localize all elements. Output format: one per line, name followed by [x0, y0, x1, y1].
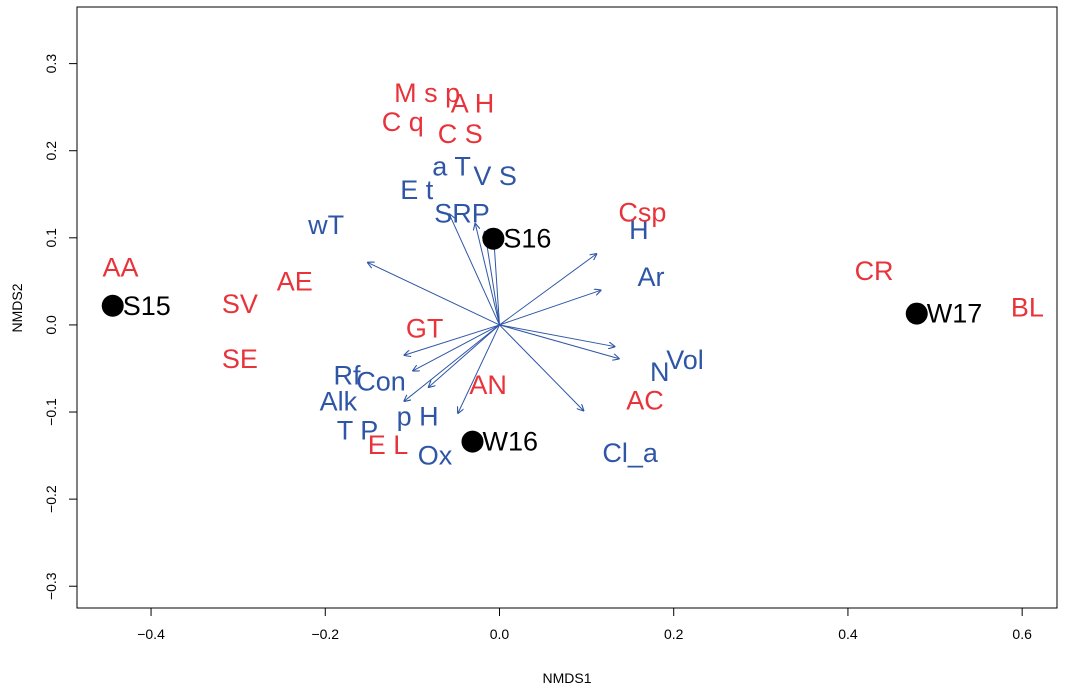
y-tick-label: 0.0	[43, 315, 59, 335]
species-label: GT	[406, 313, 444, 343]
env-variable-label: p H	[397, 401, 439, 431]
env-variable-label: Ar	[638, 262, 665, 292]
env-variable-label: SRP	[434, 198, 490, 228]
species-label: C S	[438, 119, 483, 149]
species-label: CR	[855, 256, 894, 286]
env-vector-arrow	[412, 324, 500, 371]
y-axis: −0.3 −0.2 −0.1 0.0 0.1 0.2 0.3	[43, 54, 77, 600]
env-vector-arrow	[404, 324, 500, 355]
y-axis-title: NMDS2	[9, 283, 25, 332]
species-label: C q	[382, 107, 424, 137]
env-variable-label: wT	[307, 210, 344, 240]
env-vector-arrow	[404, 324, 500, 402]
species-label: AC	[626, 386, 664, 416]
env-vector-arrow	[499, 324, 583, 411]
x-tick-label: −0.2	[311, 626, 339, 642]
env-variable-label: Con	[356, 367, 406, 397]
env-vector-arrow	[475, 223, 500, 326]
species-label: BL	[1011, 293, 1044, 323]
species-label: A H	[451, 89, 495, 119]
site-label: S15	[123, 291, 171, 321]
y-tick-label: −0.2	[43, 485, 59, 513]
species-labels: M s pA H C q C S Csp AA AE SV GT SE AN AC E L CR BL	[103, 78, 1044, 460]
species-label: M s p	[394, 78, 460, 108]
env-variable-label: T P	[337, 415, 379, 445]
site-points: S15 S16 W16 W17	[101, 224, 983, 457]
site-point	[482, 227, 505, 250]
x-tick-label: 0.2	[664, 626, 684, 642]
env-vector-arrow	[499, 290, 601, 326]
env-variable-label: N	[650, 357, 670, 387]
x-tick-label: −0.4	[137, 626, 165, 642]
env-variable-label: Cl_a	[602, 438, 659, 468]
env-vector-arrow	[367, 262, 500, 326]
species-label: AN	[469, 370, 507, 400]
env-vector-arrow	[499, 324, 619, 359]
species-label: AE	[277, 266, 313, 296]
env-variable-label: Rf	[334, 360, 361, 390]
site-label: W16	[482, 427, 538, 457]
site-point	[101, 294, 124, 317]
site-point	[461, 430, 484, 453]
species-label: E L	[368, 430, 409, 460]
env-variable-label: Ox	[418, 441, 453, 471]
site-label: W17	[927, 299, 983, 329]
plot-frame	[76, 6, 1058, 609]
env-variable-label: V S	[473, 161, 517, 191]
site-point	[905, 302, 928, 325]
env-variable-label: E t	[400, 175, 434, 205]
x-axis: −0.4 −0.2 0.0 0.2 0.4 0.6	[137, 608, 1032, 642]
x-tick-label: 0.0	[490, 626, 510, 642]
env-variable-label: H	[629, 215, 649, 245]
species-label: Csp	[618, 198, 666, 228]
env-variable-label: a T	[432, 151, 471, 181]
env-variable-label: Alk	[320, 387, 358, 417]
y-tick-label: −0.3	[43, 572, 59, 600]
environment-vectors	[367, 213, 620, 413]
y-tick-label: 0.2	[43, 141, 59, 161]
env-vector-arrow	[499, 253, 597, 326]
env-vector-arrow	[428, 324, 500, 388]
x-axis-title: NMDS1	[542, 670, 591, 686]
species-label: SV	[222, 289, 258, 319]
species-label: AA	[103, 252, 139, 282]
env-variable-label: Vol	[666, 345, 704, 375]
y-tick-label: −0.1	[43, 398, 59, 426]
x-tick-label: 0.4	[838, 626, 858, 642]
x-tick-label: 0.6	[1012, 626, 1032, 642]
y-tick-label: 0.3	[43, 54, 59, 74]
species-label: SE	[222, 344, 258, 374]
env-vector-arrow	[499, 324, 615, 347]
env-vector-arrow	[458, 324, 500, 414]
site-label: S16	[503, 224, 551, 254]
env-vector-arrow	[449, 213, 500, 326]
y-tick-label: 0.1	[43, 228, 59, 248]
